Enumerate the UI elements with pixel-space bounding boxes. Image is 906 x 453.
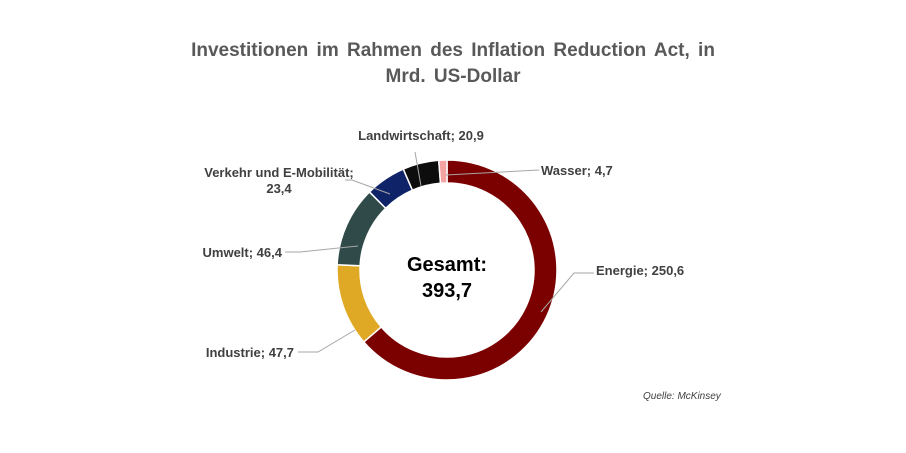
data-label: Landwirtschaft; 20,9: [358, 128, 484, 143]
chart-title: Investitionen im Rahmen des Inflation Re…: [191, 40, 715, 87]
leader-line: [298, 329, 356, 353]
data-labels: Energie; 250,6 Industrie; 47,7 Umwelt; 46,…: [203, 128, 685, 360]
data-label: 23,4: [266, 181, 292, 196]
center-total-label: Gesamt:: [407, 254, 487, 276]
leader-line: [414, 151, 422, 187]
data-label: Industrie; 47,7: [206, 345, 294, 360]
data-label: Wasser; 4,7: [541, 163, 613, 178]
leader-line: [445, 169, 540, 176]
donut-slice-industrie: [336, 263, 383, 344]
source-note: Quelle: McKinsey: [643, 391, 721, 402]
data-label: Energie; 250,6: [596, 263, 684, 278]
data-label: Umwelt; 46,4: [203, 245, 283, 260]
donut-slice-energie: [362, 159, 558, 381]
donut-slice-wasser: [437, 159, 448, 185]
donut-slice-umwelt: [336, 190, 387, 267]
leader-lines: [285, 151, 594, 353]
leader-line: [285, 245, 359, 253]
leader-line: [345, 179, 391, 195]
leader-line: [540, 272, 594, 313]
center-total-value: 393,7: [422, 280, 472, 302]
donut-slices: [336, 159, 558, 381]
data-label: Verkehr und E-Mobilität;: [204, 165, 354, 180]
